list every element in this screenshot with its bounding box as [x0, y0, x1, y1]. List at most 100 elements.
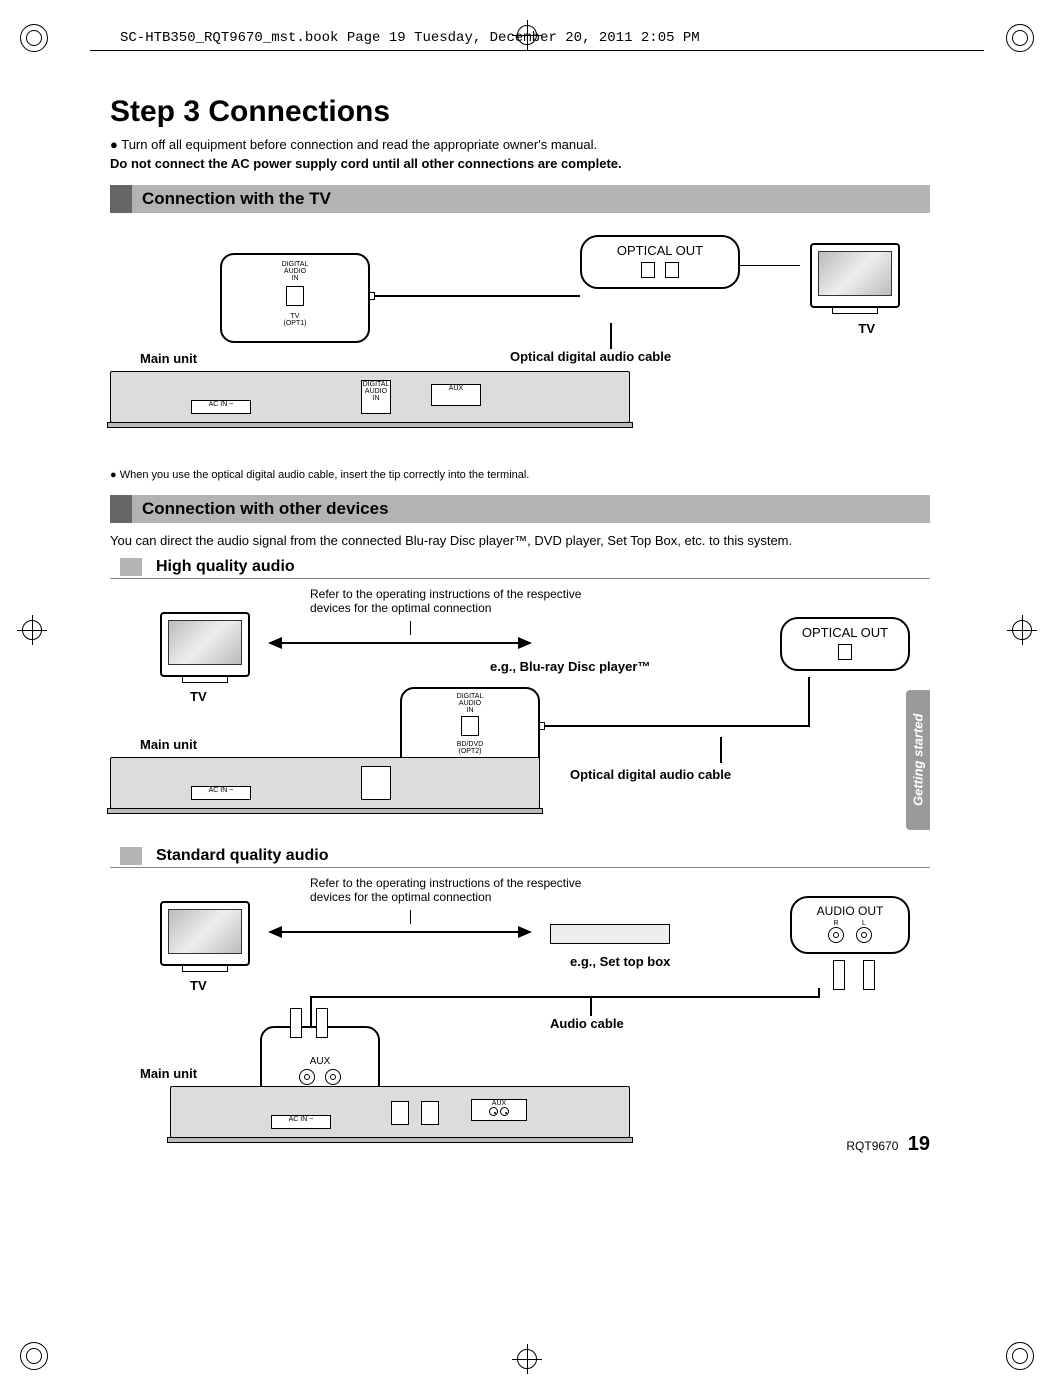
acin-label: AC IN ~	[209, 401, 234, 408]
std-aux-port-label: AUX	[492, 1100, 506, 1107]
aux-jack-l	[325, 1069, 341, 1085]
header-rule	[90, 50, 984, 51]
reg-mark-br	[1006, 1342, 1034, 1370]
reg-mark-bl	[20, 1342, 48, 1370]
footer-page-number: 19	[908, 1133, 930, 1155]
tv-label: TV	[858, 321, 875, 336]
aux-plug-r	[290, 1008, 302, 1038]
diagram-hq: TV Refer to the operating instructions o…	[110, 587, 930, 837]
intro-bullet-text: Turn off all equipment before connection…	[121, 137, 597, 152]
std-tv-label: TV	[190, 978, 207, 993]
aux-port-label: AUX	[449, 385, 463, 392]
std-arrow	[270, 931, 530, 933]
hq-tv-label: TV	[190, 689, 207, 704]
page-footer: RQT9670 19	[846, 1133, 930, 1156]
std-cable-v1	[818, 988, 820, 998]
sub-std-title: Standard quality audio	[156, 847, 328, 865]
reg-cross-left	[17, 615, 47, 645]
jack-r-icon	[828, 927, 844, 943]
sub-hq-title: High quality audio	[156, 558, 295, 576]
aux-label: AUX	[266, 1056, 374, 1067]
sub-tab-icon	[120, 558, 142, 576]
std-tick	[410, 910, 411, 924]
std-aux-jack-2	[500, 1107, 509, 1116]
hq-main-unit-label: Main unit	[140, 737, 197, 752]
hq-acin: AC IN ~	[191, 786, 251, 800]
hq-digital-port	[361, 766, 391, 800]
optical-out-callout: OPTICAL OUT	[580, 235, 740, 289]
book-header: SC-HTB350_RQT9670_mst.book Page 19 Tuesd…	[120, 30, 700, 46]
main-unit-label: Main unit	[140, 351, 197, 366]
std-refer: Refer to the operating instructions of t…	[310, 876, 610, 904]
opt-port-icon	[641, 262, 655, 278]
diagram-std: TV Refer to the operating instructions o…	[110, 876, 930, 1156]
cable-line	[370, 295, 580, 297]
aux-plug-l	[316, 1008, 328, 1038]
audio-out-label: AUDIO OUT	[802, 904, 898, 918]
hq-opt-port-icon	[838, 644, 852, 660]
optical-out-label: OPTICAL OUT	[592, 243, 728, 258]
footer-code: RQT9670	[846, 1139, 898, 1153]
hq-cable-tick	[720, 737, 722, 763]
std-tv	[160, 901, 250, 966]
hq-refer: Refer to the operating instructions of t…	[310, 587, 610, 615]
hq-tick	[410, 621, 411, 635]
sub-tab-icon-2	[120, 847, 142, 865]
section-tab-icon-2	[110, 495, 132, 523]
std-acin: AC IN ~	[271, 1115, 331, 1129]
jack-l-icon	[856, 927, 872, 943]
cable-tick	[610, 323, 612, 349]
aux-port: AUX	[431, 384, 481, 406]
hq-main-unit: AC IN ~	[110, 757, 540, 809]
diagram-tv: TV OPTICAL OUT Optical digital audio cab…	[110, 223, 930, 463]
optical-note-text: When you use the optical digital audio c…	[120, 469, 530, 481]
audio-plug-l	[863, 960, 875, 990]
hq-optical-out: OPTICAL OUT	[780, 617, 910, 671]
audio-plug-r	[833, 960, 845, 990]
optical-cable-label: Optical digital audio cable	[510, 349, 671, 364]
reg-mark-tr	[1006, 24, 1034, 52]
tv-device	[810, 243, 900, 308]
section-other-title: Connection with other devices	[142, 499, 389, 519]
hq-eg: e.g., Blu-ray Disc player™	[490, 659, 650, 674]
aux-jack-r	[299, 1069, 315, 1085]
std-cable-h	[310, 996, 820, 998]
side-tab: Getting started	[906, 690, 930, 830]
hq-acin-label: AC IN ~	[209, 787, 234, 794]
audio-r-label: R	[828, 920, 844, 927]
hq-opt-port-main	[461, 716, 479, 736]
page-content: Step 3 Connections ● Turn off all equipm…	[110, 95, 930, 1156]
digital-port-label: DIGITAL AUDIO IN	[362, 381, 390, 402]
set-top-box	[550, 924, 670, 944]
reg-cross-right	[1007, 615, 1037, 645]
main-unit-rear: AC IN ~ DIGITAL AUDIO IN AUX	[110, 371, 630, 423]
hq-port-title: DIGITAL AUDIO IN	[406, 693, 534, 714]
hq-tv	[160, 612, 250, 677]
digital-audio-in-callout: DIGITAL AUDIO IN TV (OPT1)	[220, 253, 370, 343]
audio-cable-label: Audio cable	[550, 1016, 624, 1031]
hq-cable-label: Optical digital audio cable	[570, 767, 731, 782]
page-title: Step 3 Connections	[110, 95, 930, 129]
digital-port: DIGITAL AUDIO IN	[361, 380, 391, 414]
std-main-unit-label: Main unit	[140, 1066, 197, 1081]
sub-hq-bar: High quality audio	[110, 558, 930, 579]
optical-note: ● When you use the optical digital audio…	[110, 469, 930, 481]
std-aux-jack-1	[489, 1107, 498, 1116]
reg-mark-tl	[20, 24, 48, 52]
section-tv-title: Connection with the TV	[142, 189, 331, 209]
audio-l-label: L	[856, 920, 872, 927]
std-opt2	[421, 1101, 439, 1125]
std-aux-port: AUX	[471, 1099, 527, 1121]
opt-port-icon-2	[665, 262, 679, 278]
hq-arrow	[270, 642, 530, 644]
opt-port-main	[286, 286, 304, 306]
std-cable-tick	[590, 996, 592, 1016]
section-tv-bar: Connection with the TV	[110, 185, 930, 213]
section-other-bar: Connection with other devices	[110, 495, 930, 523]
port-sub: TV (OPT1)	[226, 313, 364, 327]
std-main-unit: AC IN ~ AUX	[170, 1086, 630, 1138]
pointer-line	[740, 265, 800, 266]
reg-cross-bottom	[512, 1344, 542, 1374]
hq-port-sub: BD/DVD (OPT2)	[406, 741, 534, 755]
acin-port: AC IN ~	[191, 400, 251, 414]
